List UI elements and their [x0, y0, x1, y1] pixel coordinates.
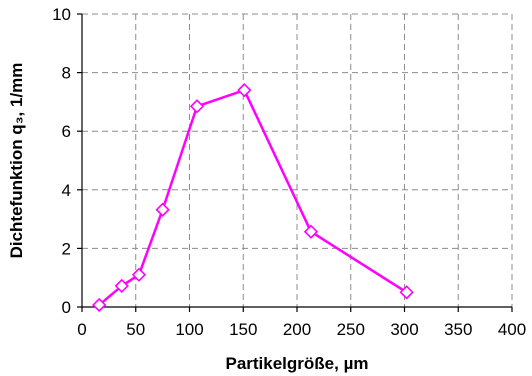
- data-point-marker: [189, 99, 205, 114]
- data-point-marker: [155, 202, 170, 217]
- axes: 0 50 100 150 200 250 300 350 400 0 2 4 6 8 10: [52, 5, 526, 339]
- x-tick-label: 0: [77, 320, 86, 339]
- data-point-marker: [237, 83, 252, 98]
- series: [92, 83, 414, 313]
- y-tick-label: 4: [62, 181, 71, 200]
- x-axis-title: Partikelgröße, µm: [225, 354, 368, 373]
- y-tick-label: 8: [62, 64, 71, 83]
- data-point-marker: [92, 297, 107, 313]
- data-point-marker: [131, 267, 147, 282]
- y-tick-label: 6: [62, 122, 71, 141]
- x-tick-label: 250: [337, 320, 365, 339]
- grid: [82, 13, 513, 307]
- x-tick-label: 300: [390, 320, 418, 339]
- data-point-marker: [114, 278, 129, 294]
- y-axis-title: Dichtefunktion q₃, 1/mm: [7, 63, 26, 259]
- series-line: [98, 88, 408, 306]
- y-tick-label: 10: [52, 5, 71, 24]
- x-tick-label: 50: [126, 320, 145, 339]
- y-tick-label: 0: [62, 298, 71, 317]
- x-tick-label: 150: [229, 320, 257, 339]
- x-tick-label: 200: [283, 320, 311, 339]
- x-tick-label: 400: [498, 320, 526, 339]
- x-tick-label: 100: [175, 320, 203, 339]
- x-tick-label: 350: [444, 320, 472, 339]
- y-tick-label: 2: [62, 239, 71, 258]
- data-point-marker: [399, 285, 414, 300]
- data-point-marker: [303, 224, 319, 239]
